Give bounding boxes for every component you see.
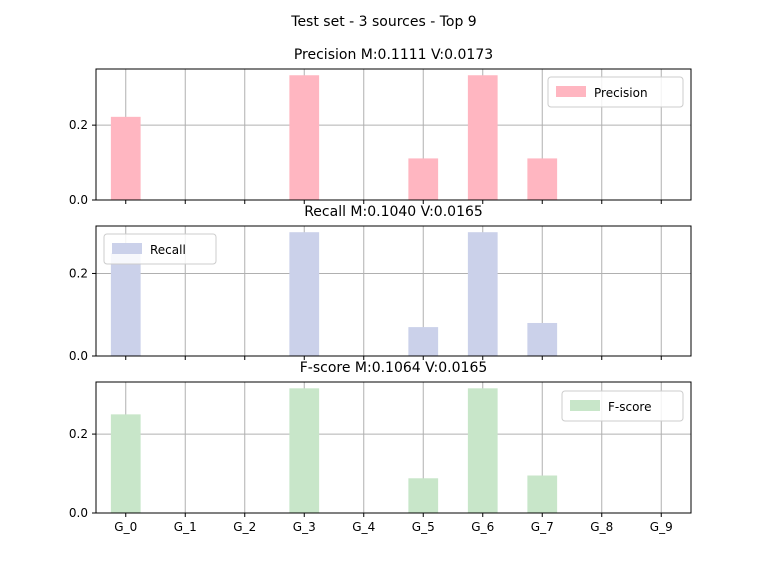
bar-G_7 (527, 475, 558, 513)
bar-G_7 (527, 322, 558, 356)
bar-G_5 (408, 478, 439, 513)
bar-G_6 (467, 232, 498, 356)
bar-G_3 (289, 232, 320, 356)
y-tick-label: 0.2 (69, 266, 88, 280)
legend-label: Recall (150, 243, 186, 257)
y-tick-label: 0.2 (69, 118, 88, 132)
legend-frame (561, 390, 684, 422)
bar-G_6 (467, 388, 498, 513)
legend-frame (103, 233, 217, 265)
x-tick-label: G_2 (233, 520, 256, 534)
subplots: 0.0 0.2 Precision M:0.1111 V:0.0173 Precisi… (69, 47, 692, 534)
y-tick-label: 0.0 (69, 506, 88, 520)
legend-swatch (556, 86, 586, 97)
bars (110, 75, 558, 200)
legend: Precision (547, 76, 684, 108)
subplot-title: Precision M:0.1111 V:0.0173 (294, 47, 493, 63)
legend-frame (547, 76, 684, 108)
x-tick-label: G_7 (531, 520, 554, 534)
axes-frame (95, 225, 692, 357)
bars (110, 388, 558, 513)
legend-swatch (112, 243, 142, 254)
bars (110, 232, 558, 356)
axes-frame (95, 381, 692, 514)
axes-frame (95, 68, 692, 201)
x-tick-label: G_1 (174, 520, 197, 534)
legend-label: Precision (594, 86, 648, 100)
y-tick-label: 0.0 (69, 193, 88, 207)
x-tick-label: G_0 (114, 520, 137, 534)
subplot-1: 0.0 0.2 Precision M:0.1111 V:0.0173 Precisi… (69, 47, 692, 207)
figure-title: Test set - 3 sources - Top 9 (290, 14, 476, 30)
legend: F-score (561, 390, 684, 422)
y-tick-label: 0.2 (69, 427, 88, 441)
legend-label: F-score (608, 400, 651, 414)
x-tick-label: G_8 (590, 520, 613, 534)
y-tick-label: 0.0 (69, 349, 88, 363)
subplot-2: 0.0 0.2 Recall M:0.1040 V:0.0165 Recall (69, 204, 692, 363)
subplot-title: Recall M:0.1040 V:0.0165 (304, 204, 483, 220)
x-tick-label: G_3 (293, 520, 316, 534)
bar-G_5 (408, 327, 439, 356)
x-tick-label: G_9 (650, 520, 673, 534)
subplot-3: G_0 G_1 G_2 G_3 G_4 G_5 G_6 G_7 G_8 G_9 0.0 0.2 F-sc… (69, 360, 692, 534)
x-tick-label: G_5 (412, 520, 435, 534)
subplot-title: F-score M:0.1064 V:0.0165 (300, 360, 488, 376)
bar-G_3 (289, 75, 320, 200)
bar-G_0 (110, 116, 141, 200)
bar-G_6 (467, 75, 498, 200)
x-tick-label: G_6 (471, 520, 494, 534)
bar-G_0 (110, 414, 141, 513)
bar-G_0 (110, 252, 141, 356)
bar-G_5 (408, 158, 439, 200)
legend: Recall (103, 233, 217, 265)
legend-swatch (570, 400, 600, 411)
bar-G_7 (527, 158, 558, 200)
x-tick-label: G_4 (352, 520, 375, 534)
bar-G_3 (289, 388, 320, 513)
